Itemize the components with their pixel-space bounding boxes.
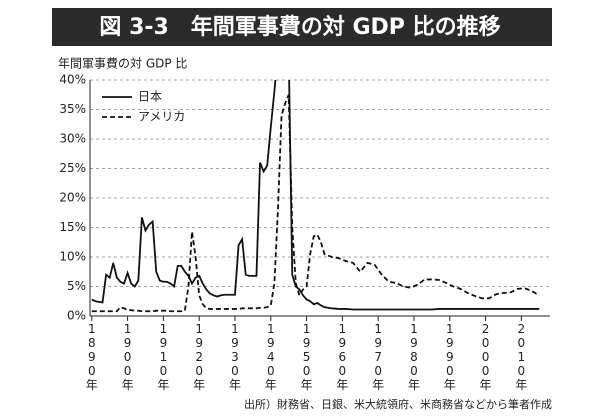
y-axis-label: 年間軍事費の対 GDP 比	[58, 56, 187, 71]
y-tick-label: 0%	[67, 309, 86, 323]
source-note: 出所）財務省、日銀、米大統領府、米商務省などから筆者作成	[244, 397, 552, 411]
y-tick-label: 10%	[59, 250, 86, 264]
y-tick-label: 30%	[59, 132, 86, 146]
y-tick-label: 5%	[67, 279, 86, 293]
y-tick-label: 35%	[59, 102, 86, 116]
y-tick-label: 15%	[59, 220, 86, 234]
legend-label: アメリカ	[138, 110, 185, 124]
data-line	[91, 80, 540, 311]
legend-label: 日本	[138, 90, 162, 104]
y-tick-label: 40%	[59, 73, 86, 87]
title-bar	[52, 8, 552, 46]
y-tick-label: 20%	[59, 191, 86, 205]
chart-title: 図 3-3 年間軍事費の対 GDP 比の推移	[99, 14, 500, 40]
data-line	[91, 94, 540, 313]
y-tick-label: 25%	[59, 161, 86, 175]
